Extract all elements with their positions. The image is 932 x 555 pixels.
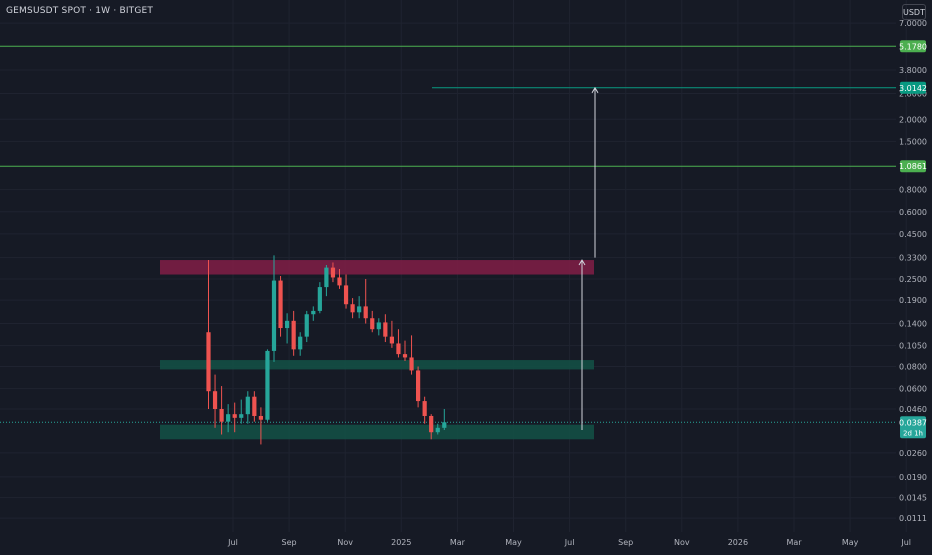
price-labels: 5.1780 3.0142 1.0861 0.0387 2d 1h [899, 40, 927, 439]
level-price-label: 1.0861 [899, 162, 927, 171]
candle-body [298, 336, 303, 350]
candle-body [239, 414, 244, 418]
candle-body [343, 285, 349, 305]
level-price-label: 5.1780 [899, 42, 927, 51]
y-tick-label: 0.1900 [899, 296, 927, 305]
y-tick-label: 0.0190 [899, 473, 927, 482]
level-price-badge [900, 81, 926, 94]
x-tick-label: 2026 [728, 538, 748, 547]
candles [206, 255, 447, 445]
x-tick-label: Nov [674, 538, 690, 547]
candle-body [409, 357, 414, 371]
candle-body [258, 415, 263, 420]
candle-body [265, 350, 270, 420]
zone-resistance [160, 260, 594, 275]
y-tick-label: 1.5000 [899, 137, 927, 146]
x-tick-label: May [505, 538, 522, 547]
x-tick-label: Nov [337, 538, 353, 547]
candle-body [402, 354, 408, 358]
x-tick-label: May [842, 538, 859, 547]
candle-body [363, 306, 368, 319]
x-tick-label: Jul [900, 538, 911, 547]
candle-body [278, 280, 283, 329]
y-tick-label: 2.8000 [899, 89, 927, 98]
x-tick-label: Sep [282, 538, 297, 547]
candle-body [422, 401, 427, 416]
y-tick-label: 0.0800 [899, 363, 927, 372]
candle-body [330, 267, 336, 278]
candle-body [324, 267, 329, 288]
candle-body [206, 332, 211, 392]
x-tick-label: Sep [618, 538, 633, 547]
candle-body [442, 422, 447, 428]
y-tick-label: 0.0111 [899, 514, 927, 523]
y-tick-label: 0.4500 [899, 230, 927, 239]
x-tick-label: Jul [564, 538, 575, 547]
y-tick-label: 0.6000 [899, 208, 927, 217]
y-tick-label: 0.1400 [899, 320, 927, 329]
candle-body [337, 277, 342, 286]
y-tick-label: 0.8000 [899, 186, 927, 195]
x-tick-label: Jul [227, 538, 238, 547]
time-axis[interactable]: Jul Sep Nov 2025 Mar May Jul Sep Nov 2026 Mar May Ju… [227, 538, 911, 547]
candle-body [226, 414, 231, 422]
x-tick-label: 2025 [391, 538, 411, 547]
y-tick-label: 0.0600 [899, 385, 927, 394]
level-price-badge [900, 160, 926, 173]
candle-body [232, 414, 237, 418]
x-tick-label: Mar [450, 538, 466, 547]
y-tick-label: 0.0260 [899, 449, 927, 458]
candle-body [212, 391, 218, 409]
symbol-title[interactable]: GEMSUSDT SPOT · 1W · BITGET [6, 6, 154, 16]
price-axis[interactable]: 7.0000 3.8000 2.8000 2.0000 1.5000 0.8000 0.60… [899, 19, 927, 523]
candle-body [416, 370, 421, 402]
zones [160, 260, 594, 440]
level-price-badge [900, 40, 926, 53]
candle-body [245, 396, 250, 415]
candle-body [370, 318, 375, 330]
arrows [578, 86, 599, 430]
currency-button[interactable]: USDT [902, 4, 926, 20]
target-arrow-head [591, 86, 599, 94]
countdown-label: 2d 1h [903, 429, 923, 437]
candle-body [271, 280, 277, 351]
candle-body [285, 320, 290, 329]
candle-body [304, 314, 309, 337]
horizontal-lines [0, 45, 896, 423]
x-tick-label: Mar [786, 538, 802, 547]
candle-body [389, 336, 394, 344]
candle-body [252, 396, 257, 416]
candle-body [311, 310, 316, 315]
candle-body [376, 322, 381, 330]
candle-body [317, 287, 322, 311]
y-tick-label: 0.0460 [899, 405, 927, 414]
y-tick-label: 0.0145 [899, 494, 927, 503]
candle-body [291, 320, 296, 350]
candle-body [396, 343, 401, 355]
y-tick-label: 2.0000 [899, 115, 927, 124]
y-tick-label: 0.2500 [899, 275, 927, 284]
candle-body [429, 415, 434, 433]
current-price-badge [900, 416, 926, 439]
y-tick-label: 0.3300 [899, 254, 927, 263]
target-arrow-head [578, 259, 586, 266]
candle-body [435, 427, 440, 433]
current-price-label: 0.0387 [899, 418, 927, 427]
zone-mid-support [160, 360, 594, 370]
zone-support [160, 424, 594, 440]
y-tick-label: 0.1050 [899, 342, 927, 351]
y-tick-label: 7.0000 [899, 19, 927, 28]
candle-body [350, 304, 355, 313]
y-tick-label: 3.8000 [899, 66, 927, 75]
candle-body [219, 409, 224, 422]
candle-body [357, 306, 362, 313]
candle-body [383, 322, 388, 337]
level-price-label: 3.0142 [899, 84, 927, 93]
